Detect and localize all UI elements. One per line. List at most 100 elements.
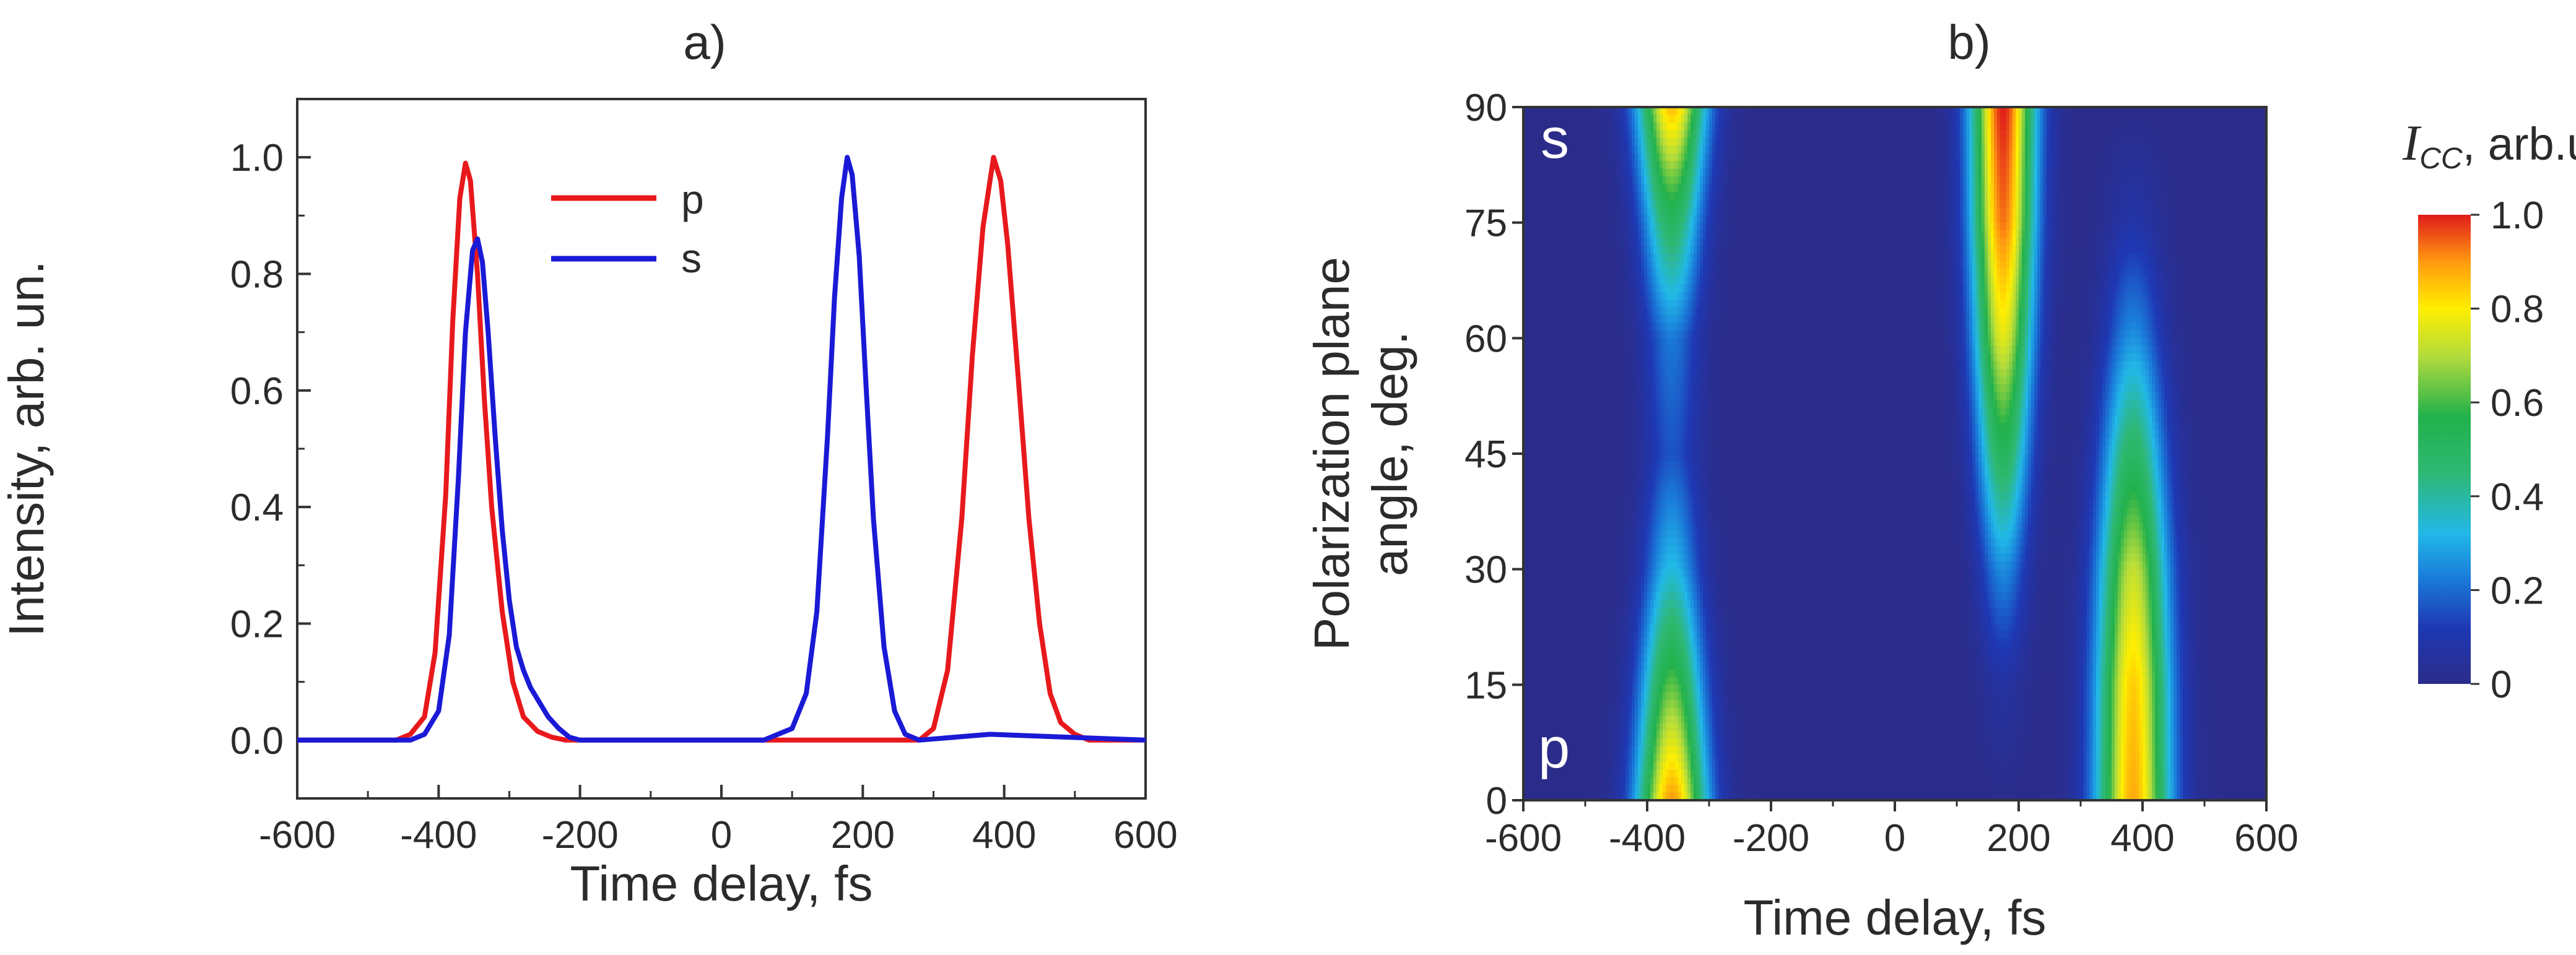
heatmap-cell	[2232, 191, 2236, 200]
heatmap-cell	[2226, 238, 2230, 246]
heatmap-cell	[1567, 115, 1570, 123]
heatmap-cell	[1721, 184, 1725, 192]
heatmap-cell	[2118, 107, 2121, 116]
heatmap-cell	[1523, 191, 1527, 200]
heatmap-cell	[1796, 184, 1799, 192]
heatmap-cell	[2108, 176, 2112, 185]
heatmap-cell	[1548, 168, 1552, 177]
heatmap-cell	[1765, 122, 1769, 131]
heatmap-cell	[2006, 130, 2010, 139]
heatmap-cell	[1610, 253, 1614, 262]
heatmap-cell	[2059, 246, 2063, 254]
heatmap-cell	[1805, 253, 1809, 262]
heatmap-cell	[1774, 207, 1778, 215]
heatmap-cell	[1982, 115, 1985, 123]
heatmap-cell	[2133, 191, 2137, 200]
heatmap-cell	[1824, 115, 1827, 123]
heatmap-cell	[1619, 238, 1623, 246]
heatmap-cell	[1972, 107, 1976, 116]
heatmap-cell	[1985, 230, 1988, 239]
heatmap-cell	[2096, 176, 2100, 185]
heatmap-cell	[1882, 261, 1886, 269]
heatmap-cell	[1771, 122, 1775, 131]
heatmap-cell	[1997, 145, 2001, 154]
heatmap-cell	[1947, 176, 1951, 185]
heatmap-cell	[1842, 246, 1846, 254]
heatmap-cell	[2254, 115, 2258, 123]
heatmap-cell	[2009, 137, 2013, 146]
heatmap-cell	[1917, 137, 1920, 146]
heatmap-cell	[1709, 184, 1713, 192]
heatmap-cell	[1604, 191, 1608, 200]
heatmap-cell	[1926, 137, 1930, 146]
panel-b-heatmap-cells	[1523, 107, 2267, 801]
heatmap-cell	[1774, 130, 1778, 139]
heatmap-cell	[2245, 238, 2248, 246]
heatmap-cell	[1941, 253, 1945, 262]
heatmap-cell	[1830, 161, 1834, 170]
heatmap-cell	[1774, 191, 1778, 200]
heatmap-cell	[1610, 230, 1614, 239]
heatmap-cell	[2217, 207, 2221, 215]
heatmap-cell	[1842, 130, 1846, 139]
heatmap-cell	[1632, 107, 1635, 116]
heatmap-cell	[1957, 130, 1960, 139]
heatmap-cell	[2053, 130, 2056, 139]
heatmap-cell	[1728, 176, 1731, 185]
heatmap-cell	[1904, 122, 1908, 131]
heatmap-cell	[2099, 246, 2103, 254]
heatmap-cell	[2139, 253, 2143, 262]
heatmap-cell	[2174, 145, 2177, 154]
heatmap-cell	[1536, 246, 1539, 254]
heatmap-cell	[1573, 199, 1577, 208]
heatmap-cell	[2167, 253, 2171, 262]
heatmap-cell	[1765, 161, 1769, 170]
heatmap-cell	[2047, 215, 2050, 223]
heatmap-cell	[2183, 191, 2187, 200]
heatmap-cell	[1994, 130, 1998, 139]
heatmap-cell	[1957, 145, 1960, 154]
heatmap-cell	[1845, 130, 1849, 139]
heatmap-cell	[1746, 246, 1750, 254]
heatmap-cell	[1997, 137, 2001, 146]
heatmap-cell	[1533, 191, 1536, 200]
heatmap-cell	[1855, 191, 1858, 200]
heatmap-cell	[2025, 222, 2029, 231]
heatmap-cell	[1567, 191, 1570, 200]
heatmap-cell	[1712, 145, 1716, 154]
heatmap-cell	[2040, 107, 2044, 116]
heatmap-cell	[2056, 215, 2060, 223]
heatmap-cell	[2093, 107, 2097, 116]
heatmap-cell	[1966, 253, 1970, 262]
heatmap-cell	[1678, 176, 1682, 185]
heatmap-cell	[2152, 115, 2156, 123]
heatmap-cell	[1771, 168, 1775, 177]
heatmap-cell	[2242, 161, 2245, 170]
heatmap-cell	[2195, 207, 2199, 215]
heatmap-cell	[1669, 130, 1673, 139]
heatmap-cell	[1913, 184, 1917, 192]
heatmap-cell	[2056, 122, 2060, 131]
heatmap-cell	[1805, 130, 1809, 139]
heatmap-cell	[2034, 153, 2038, 162]
heatmap-cell	[1923, 161, 1926, 170]
heatmap-cell	[2068, 207, 2072, 215]
heatmap-cell	[1917, 168, 1920, 177]
heatmap-cell	[1762, 222, 1765, 231]
heatmap-cell	[1926, 184, 1930, 192]
heatmap-cell	[1718, 215, 1722, 223]
heatmap-cell	[1604, 107, 1608, 116]
heatmap-cell	[1523, 168, 1527, 177]
heatmap-cell	[1957, 191, 1960, 200]
heatmap-cell	[2006, 176, 2010, 185]
heatmap-cell	[1793, 222, 1796, 231]
heatmap-cell	[1889, 184, 1892, 192]
heatmap-cell	[1573, 168, 1577, 177]
heatmap-cell	[1539, 145, 1543, 154]
heatmap-cell	[1560, 107, 1564, 116]
heatmap-cell	[1731, 115, 1734, 123]
heatmap-cell	[1830, 176, 1834, 185]
heatmap-cell	[1542, 191, 1546, 200]
heatmap-cell	[2198, 199, 2202, 208]
heatmap-cell	[2257, 145, 2261, 154]
